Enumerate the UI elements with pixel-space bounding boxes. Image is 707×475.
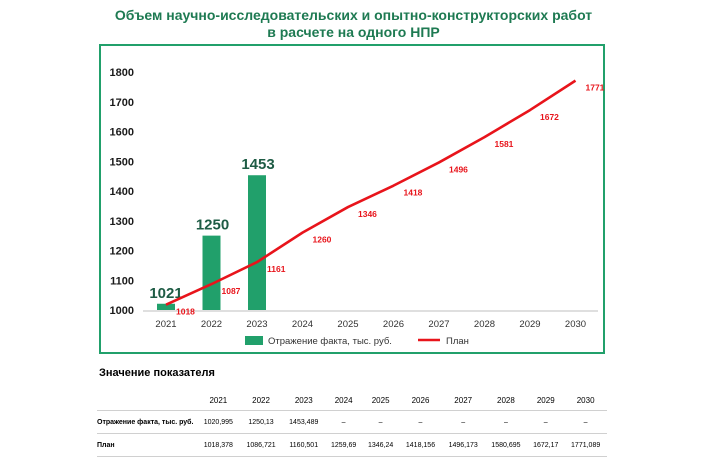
chart-svg: 1000 1100 1200 1300 1400 1500 1600 1700 1800 2021… [110, 67, 605, 347]
y-tick-label: 1400 [110, 186, 134, 198]
x-tick-label: 2023 [246, 319, 267, 330]
table-year-header: 2026 [411, 395, 430, 405]
values-table: 2021 2022 2023 2024 2025 2026 2027 2028 2029 2030… [97, 390, 607, 457]
table-year-header: 2030 [576, 395, 595, 405]
table-cell: 1672,17 [527, 433, 565, 457]
table-header-row: 2021 2022 2023 2024 2025 2026 2027 2028 2029 2030 [97, 390, 607, 411]
legend-bar-label: Отражение факта, тыс. руб. [268, 336, 392, 347]
table-cell: 1160,501 [282, 433, 326, 457]
legend-line-label: План [446, 336, 469, 347]
table-cell: – [564, 410, 607, 434]
chart-title-line1: Объем научно-исследовательских и опытно-… [114, 7, 593, 23]
table-cell: 1086,721 [239, 433, 283, 457]
table-cell: 1018,378 [197, 433, 240, 457]
line-value-label: 1581 [495, 139, 514, 149]
legend-bar-swatch [245, 336, 263, 345]
table-cell: 1418,156 [399, 433, 442, 457]
chart-title-line2: в расчете на одного НПР [267, 24, 440, 40]
table-row-label: План [97, 433, 197, 457]
x-tick-label: 2030 [565, 319, 586, 330]
table-cell: – [441, 410, 485, 434]
x-tick-label: 2021 [155, 319, 176, 330]
bar [157, 303, 175, 310]
bar-value-label: 1453 [241, 156, 274, 173]
y-tick-label: 1200 [110, 246, 134, 258]
table-year-header: 2021 [209, 395, 228, 405]
x-tick-label: 2029 [519, 319, 540, 330]
table-cell: 1580,695 [484, 433, 528, 457]
y-tick-label: 1300 [110, 216, 134, 228]
y-tick-label: 1600 [110, 127, 134, 139]
x-tick-label: 2027 [428, 319, 449, 330]
line-value-label: 1496 [449, 164, 468, 174]
table-year-header: 2028 [497, 395, 515, 405]
bar [202, 235, 221, 310]
bar-value-label: 1021 [149, 285, 182, 302]
y-tick-label: 1800 [110, 67, 134, 79]
line-value-label: 1087 [222, 286, 241, 296]
table-cell: 1020,995 [197, 410, 240, 434]
line-value-label: 1018 [176, 307, 195, 317]
table-cell: – [399, 410, 442, 434]
table-cell: – [362, 410, 400, 434]
table-year-header: 2022 [252, 395, 270, 405]
x-tick-label: 2022 [201, 319, 222, 330]
table-corner-cell [97, 390, 197, 411]
y-tick-label: 1000 [110, 305, 134, 317]
table-cell: 1346,24 [362, 433, 400, 457]
table-cell: 1771,089 [564, 433, 607, 457]
x-tick-label: 2025 [337, 319, 358, 330]
table-cell: – [484, 410, 528, 434]
bar-value-label: 1250 [196, 217, 229, 234]
chart-title: Объем научно-исследовательских и опытно-… [0, 7, 707, 41]
line-value-label: 1418 [404, 188, 423, 198]
x-tick-label: 2024 [292, 319, 313, 330]
table-row-label: Отражение факта, тыс. руб. [97, 410, 197, 434]
y-tick-label: 1500 [110, 156, 134, 168]
plan-line [165, 79, 577, 306]
x-tick-label: 2026 [383, 319, 404, 330]
bar [248, 175, 266, 310]
table-cell: – [527, 410, 565, 434]
table-year-header: 2024 [334, 395, 353, 405]
line-value-label: 1672 [540, 112, 559, 122]
table-row: Отражение факта, тыс. руб. 1020,995 1250,1… [97, 410, 607, 434]
table-cell: – [325, 410, 363, 434]
line-value-label: 1346 [358, 209, 377, 219]
line-value-label: 1161 [267, 264, 286, 274]
table-row: План 1018,378 1086,721 1160,501 1259,69 1346,… [97, 433, 607, 457]
y-tick-label: 1700 [110, 97, 134, 109]
line-value-label: 1260 [313, 235, 332, 245]
line-value-label: 1771 [586, 83, 605, 93]
table-cell: 1250,13 [239, 410, 283, 434]
x-tick-label: 2028 [474, 319, 495, 330]
table-cell: 1453,489 [282, 410, 326, 434]
table-year-header: 2023 [294, 395, 313, 405]
table-year-header: 2027 [454, 395, 473, 405]
table-year-header: 2029 [536, 395, 555, 405]
chart-frame [99, 44, 605, 354]
table-year-header: 2025 [371, 395, 390, 405]
table-title: Значение показателя [99, 367, 215, 379]
table-cell: 1259,69 [325, 433, 363, 457]
table-cell: 1496,173 [441, 433, 485, 457]
y-tick-label: 1100 [110, 275, 134, 287]
